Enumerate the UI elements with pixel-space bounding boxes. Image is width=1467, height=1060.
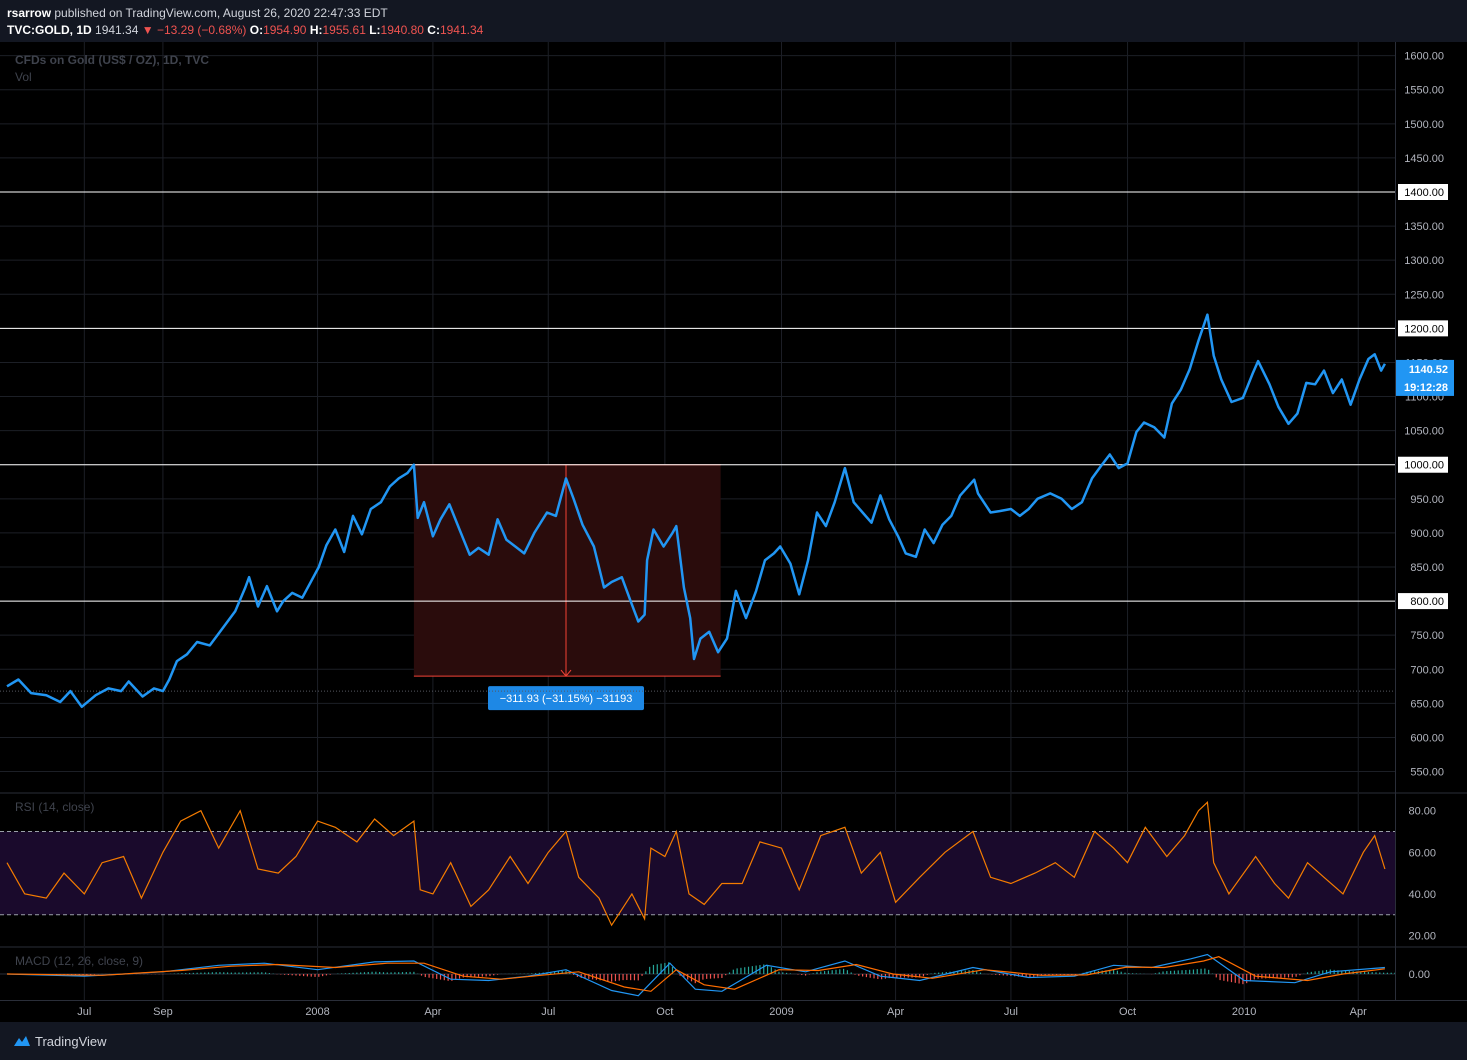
level-price-label-bg xyxy=(1398,593,1448,610)
axes: 1600.00 1550.00 1500.00 1450.00 1400.00 1350.… xyxy=(0,42,1467,1022)
price-tick-label: 850.00 xyxy=(1410,562,1444,574)
price-tick-label: 1500.00 xyxy=(1404,119,1444,131)
rsi-pane: RSI (14, close) xyxy=(0,794,1395,946)
time-tick-label: 2010 xyxy=(1232,1006,1256,1018)
signal-series-line[interactable] xyxy=(6,956,1385,992)
rsi-tick-label: 40.00 xyxy=(1408,889,1436,901)
low-label: L: xyxy=(369,23,381,37)
price-change: −13.29 (−0.68%) xyxy=(156,23,247,37)
level-price-label-bg xyxy=(1398,320,1448,337)
measure-box[interactable] xyxy=(413,464,721,677)
price-tick-label: 1300.00 xyxy=(1404,255,1444,267)
level-price-label: 1000.00 xyxy=(1404,460,1444,472)
time-tick-label: Sep xyxy=(153,1006,173,1018)
low-value: 1940.80 xyxy=(380,23,424,37)
open-label: O: xyxy=(249,23,264,37)
macd-pane-title: MACD (12, 26, close, 9) xyxy=(15,954,143,968)
price-tick-label: 600.00 xyxy=(1410,732,1444,744)
level-price-label: 1200.00 xyxy=(1404,323,1444,335)
high-label: H: xyxy=(309,23,323,37)
high-value: 1955.61 xyxy=(322,23,366,37)
main-pane: −311.93 (−31.15%) −31193 CFDs on Gold (US… xyxy=(0,42,1395,792)
publish-info: rsarrow published on TradingView.com, Au… xyxy=(7,6,388,20)
measure-arrow-head-icon xyxy=(560,669,572,677)
countdown-label: 19:12:28 xyxy=(1404,382,1448,394)
time-tick-label: Oct xyxy=(656,1006,673,1018)
price-tick-label: 900.00 xyxy=(1410,528,1444,540)
open-value: 1954.90 xyxy=(263,23,307,37)
publish-date: published on TradingView.com, August 26,… xyxy=(54,6,388,20)
price-tick-label: 1600.00 xyxy=(1404,51,1444,63)
rsi-tick-label: 80.00 xyxy=(1408,806,1436,818)
time-tick-label: Oct xyxy=(1119,1006,1136,1018)
price-chart[interactable]: −311.93 (−31.15%) −31193 CFDs on Gold (US… xyxy=(0,42,1467,1022)
symbol-info: TVC:GOLD, 1D 1941.34 ▼ −13.29 (−0.68%) O… xyxy=(7,23,483,37)
current-price-badge[interactable] xyxy=(1396,359,1454,396)
price-tick-label: 1450.00 xyxy=(1404,153,1444,165)
rsi-band xyxy=(0,831,1395,915)
time-tick-label: Apr xyxy=(887,1006,904,1018)
level-price-label: 1400.00 xyxy=(1404,187,1444,199)
measure-label-box[interactable] xyxy=(488,686,645,711)
macd-tick-label: 0.00 xyxy=(1409,969,1430,981)
author-name[interactable]: rsarrow xyxy=(7,6,52,20)
down-arrow-icon: ▼ xyxy=(141,23,154,37)
time-tick-label: 2008 xyxy=(305,1006,329,1018)
price-tick-label: 550.00 xyxy=(1410,767,1444,779)
time-tick-label: Jul xyxy=(77,1006,91,1018)
price-tick-label: 750.00 xyxy=(1410,630,1444,642)
tradingview-brand[interactable]: TradingView xyxy=(35,1034,107,1049)
time-axis-bg xyxy=(0,1000,1467,1022)
price-series-line[interactable] xyxy=(6,313,1386,709)
price-tick-label: 950.00 xyxy=(1410,494,1444,506)
level-price-label-bg xyxy=(1398,456,1448,473)
rsi-tick-label: 60.00 xyxy=(1408,847,1436,859)
price-tick-label: 1350.00 xyxy=(1404,221,1444,233)
current-price-label: 1140.52 xyxy=(1409,364,1448,376)
tradingview-logo-icon[interactable] xyxy=(12,1034,32,1048)
price-tick-label: 1050.00 xyxy=(1404,426,1444,438)
price-tick-label: 1250.00 xyxy=(1404,289,1444,301)
price-tick-label: 650.00 xyxy=(1410,698,1444,710)
close-value: 1941.34 xyxy=(439,23,484,37)
time-tick-label: Jul xyxy=(541,1006,555,1018)
level-price-label: 800.00 xyxy=(1410,596,1444,608)
time-tick-label: Jul xyxy=(1004,1006,1018,1018)
volume-label: Vol xyxy=(15,70,32,84)
main-pane-title: CFDs on Gold (US$ / OZ), 1D, TVC xyxy=(15,53,209,67)
time-tick-label: 2009 xyxy=(769,1006,793,1018)
chart-header: rsarrow published on TradingView.com, Au… xyxy=(0,0,1467,42)
rsi-pane-title: RSI (14, close) xyxy=(15,800,94,814)
macd-pane: MACD (12, 26, close, 9) xyxy=(0,948,1396,1000)
level-price-label-bg xyxy=(1398,184,1448,200)
footer: TradingView xyxy=(0,1022,1467,1060)
close-label: C: xyxy=(427,23,440,37)
measure-label: −311.93 (−31.15%) −31193 xyxy=(500,693,633,705)
price-tick-label: 700.00 xyxy=(1410,664,1444,676)
last-price: 1941.34 xyxy=(95,23,139,37)
rsi-tick-label: 20.00 xyxy=(1408,931,1436,943)
main-pane-bg xyxy=(0,42,1395,792)
price-axis-bg xyxy=(1395,42,1467,1022)
symbol-name: TVC:GOLD, 1D xyxy=(7,23,92,37)
price-tick-label: 1550.00 xyxy=(1404,85,1444,97)
time-tick-label: Apr xyxy=(1350,1006,1367,1018)
rsi-series-line[interactable] xyxy=(6,801,1386,927)
time-tick-label: Apr xyxy=(424,1006,441,1018)
